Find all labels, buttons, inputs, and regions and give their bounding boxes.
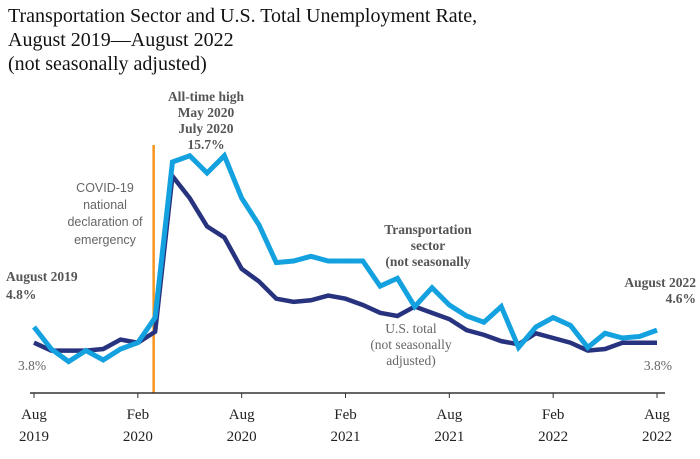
end-line-2: 4.6% [666,291,696,306]
x-tick-year-label: 2020 [227,429,257,445]
transport-label-2: sector [411,238,445,253]
x-tick-month-label: Feb [127,407,150,423]
x-tick-year-label: 2022 [642,429,672,445]
x-tick-year-label: 2021 [434,429,464,445]
x-tick-month-label: Aug [21,407,47,423]
us-label-3: adjusted) [386,353,436,368]
x-tick-year-label: 2022 [538,429,568,445]
covid-line-3: declaration of [67,215,143,229]
peak-line-3: July 2020 [178,121,233,136]
transport-label-3: (not seasonally [385,254,470,269]
x-tick-year-label: 2021 [331,429,361,445]
covid-line-1: COVID-19 [76,181,134,195]
us-label-1: U.S. total [385,321,437,336]
x-tick-year-label: 2019 [19,429,49,445]
chart-title: Transportation Sector and U.S. Total Une… [8,5,477,75]
x-tick-month-label: Aug [229,407,255,423]
peak-line-4: 15.7% [187,137,224,152]
x-tick-month-label: Feb [542,407,565,423]
x-tick-month-label: Feb [334,407,357,423]
x-tick-year-label: 2020 [123,429,153,445]
x-ticks: Aug 2019 Feb 2020 Aug 2020 Feb 2021 Aug 2021 Feb 20… [19,393,672,445]
covid-line-4: emergency [74,233,137,247]
start-annotation: August 2019 4.8% 3.8% [6,269,78,373]
covid-annotation: COVID-19 national declaration of emergen… [67,181,143,247]
x-tick-month-label: Aug [436,407,462,423]
peak-line-1: All-time high [168,89,245,104]
title-line-2: August 2019—August 2022 [8,29,234,51]
covid-line-2: national [83,198,127,212]
title-line-1: Transportation Sector and U.S. Total Une… [8,5,477,27]
peak-line-2: May 2020 [178,105,235,120]
us-label: U.S. total (not seasonally adjusted) [370,321,452,368]
peak-annotation: All-time high May 2020 July 2020 15.7% [168,89,245,152]
transport-label-1: Transportation [384,222,472,237]
title-line-3: (not seasonally adjusted) [8,53,207,75]
transport-label: Transportation sector (not seasonally [384,222,472,269]
x-tick-month-label: Aug [644,407,670,423]
start-us-label: 3.8% [18,358,46,373]
start-line-1: August 2019 [6,269,78,284]
series-group [32,151,658,365]
end-us-label: 3.8% [644,358,672,373]
start-line-2: 4.8% [6,287,36,302]
end-annotation: August 2022 4.6% 3.8% [624,275,696,373]
us-label-2: (not seasonally [370,337,452,352]
end-line-1: August 2022 [624,275,696,290]
